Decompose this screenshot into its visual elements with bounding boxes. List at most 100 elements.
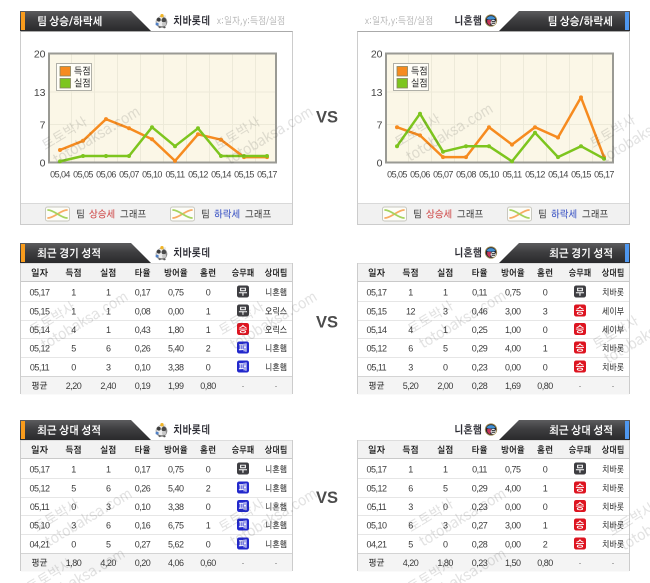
- svg-text:05,11: 05,11: [165, 170, 185, 180]
- svg-text:05,12: 05,12: [29, 483, 50, 493]
- svg-text:0,27: 0,27: [472, 520, 488, 530]
- svg-text:05,12: 05,12: [366, 483, 387, 493]
- svg-text:05,08: 05,08: [456, 170, 476, 180]
- svg-text:2,40: 2,40: [100, 381, 116, 391]
- svg-text:0: 0: [543, 362, 548, 372]
- svg-text:·: ·: [275, 381, 278, 391]
- svg-text:1: 1: [543, 520, 548, 530]
- svg-text:VS: VS: [316, 313, 338, 331]
- svg-text:VS: VS: [316, 489, 338, 507]
- svg-text:05,06: 05,06: [96, 170, 116, 180]
- svg-text:0: 0: [206, 502, 211, 512]
- svg-text:0,28: 0,28: [472, 381, 488, 391]
- svg-text:05,11: 05,11: [367, 362, 387, 372]
- svg-text:0,10: 0,10: [135, 362, 151, 372]
- svg-text:1: 1: [106, 464, 111, 474]
- svg-text:0,00: 0,00: [168, 306, 184, 316]
- svg-text:1: 1: [206, 306, 211, 316]
- svg-text:3: 3: [71, 520, 76, 530]
- svg-text:3,00: 3,00: [505, 520, 521, 530]
- svg-text:0,75: 0,75: [168, 464, 184, 474]
- svg-text:0,80: 0,80: [537, 381, 553, 391]
- svg-text:0,10: 0,10: [135, 502, 151, 512]
- svg-text:·: ·: [612, 558, 615, 568]
- svg-text:2,20: 2,20: [66, 381, 82, 391]
- svg-text:05,17: 05,17: [257, 170, 277, 180]
- svg-text:0,27: 0,27: [135, 539, 151, 549]
- svg-text:6: 6: [106, 483, 111, 493]
- svg-text:0: 0: [40, 158, 46, 170]
- svg-text:05,10: 05,10: [366, 520, 387, 530]
- svg-text:0: 0: [206, 287, 211, 297]
- svg-text:0,00: 0,00: [505, 362, 521, 372]
- svg-text:1: 1: [408, 464, 413, 474]
- svg-text:1: 1: [71, 464, 76, 474]
- svg-text:05,06: 05,06: [410, 170, 430, 180]
- svg-text:0,43: 0,43: [135, 325, 151, 335]
- svg-text:0: 0: [71, 539, 76, 549]
- svg-text:·: ·: [242, 381, 245, 391]
- svg-text:0,80: 0,80: [537, 558, 553, 568]
- svg-text:0,26: 0,26: [135, 343, 151, 353]
- svg-text:05,15: 05,15: [234, 170, 254, 180]
- svg-text:VS: VS: [316, 109, 338, 127]
- svg-text:0,23: 0,23: [472, 558, 488, 568]
- svg-text:1,99: 1,99: [168, 381, 184, 391]
- svg-text:·: ·: [579, 558, 582, 568]
- svg-text:5: 5: [443, 343, 448, 353]
- svg-text:3,38: 3,38: [168, 502, 184, 512]
- svg-text:5: 5: [71, 483, 76, 493]
- svg-text:05,11: 05,11: [30, 362, 50, 372]
- svg-text:0: 0: [206, 539, 211, 549]
- svg-text:3,00: 3,00: [505, 306, 521, 316]
- svg-text:7: 7: [377, 120, 383, 132]
- svg-text:05,11: 05,11: [30, 502, 50, 512]
- svg-text:1: 1: [443, 287, 448, 297]
- svg-text:5: 5: [408, 539, 413, 549]
- svg-text:0: 0: [543, 325, 548, 335]
- svg-text:0,75: 0,75: [168, 287, 184, 297]
- svg-text:1: 1: [106, 325, 111, 335]
- svg-text:4,00: 4,00: [505, 343, 521, 353]
- svg-text:1,50: 1,50: [505, 558, 521, 568]
- svg-text:0,23: 0,23: [472, 362, 488, 372]
- svg-text:0,75: 0,75: [505, 464, 521, 474]
- svg-text:4,20: 4,20: [403, 558, 419, 568]
- svg-text:13: 13: [34, 87, 46, 99]
- svg-text:05,10: 05,10: [29, 520, 50, 530]
- svg-text:5: 5: [71, 343, 76, 353]
- svg-text:05,14: 05,14: [211, 170, 231, 180]
- svg-text:0: 0: [443, 539, 448, 549]
- svg-text:4,00: 4,00: [505, 483, 521, 493]
- svg-text:3: 3: [443, 306, 448, 316]
- svg-text:05,12: 05,12: [188, 170, 208, 180]
- svg-text:1: 1: [206, 325, 211, 335]
- svg-text:1: 1: [71, 287, 76, 297]
- svg-text:6: 6: [408, 343, 413, 353]
- svg-text:2: 2: [206, 343, 211, 353]
- svg-text:0,11: 0,11: [472, 464, 487, 474]
- svg-text:0,29: 0,29: [472, 343, 488, 353]
- svg-text:0: 0: [71, 362, 76, 372]
- svg-text:·: ·: [612, 381, 615, 391]
- svg-text:04,21: 04,21: [29, 539, 50, 549]
- svg-text:04,21: 04,21: [366, 539, 387, 549]
- svg-text:0,00: 0,00: [505, 539, 521, 549]
- svg-text:6: 6: [106, 520, 111, 530]
- svg-text:05,17: 05,17: [366, 287, 387, 297]
- svg-text:0: 0: [206, 362, 211, 372]
- svg-text:·: ·: [275, 558, 278, 568]
- svg-text:05,11: 05,11: [502, 170, 522, 180]
- svg-text:05,12: 05,12: [366, 343, 387, 353]
- svg-text:·: ·: [242, 558, 245, 568]
- svg-text:0: 0: [377, 158, 383, 170]
- svg-text:1,80: 1,80: [66, 558, 82, 568]
- svg-text:4,20: 4,20: [100, 558, 116, 568]
- svg-text:05,15: 05,15: [29, 306, 50, 316]
- svg-text:5: 5: [106, 539, 111, 549]
- svg-text:2: 2: [206, 483, 211, 493]
- svg-text:6: 6: [106, 343, 111, 353]
- svg-text:0: 0: [443, 362, 448, 372]
- svg-text:2: 2: [543, 539, 548, 549]
- svg-text:12: 12: [406, 306, 416, 316]
